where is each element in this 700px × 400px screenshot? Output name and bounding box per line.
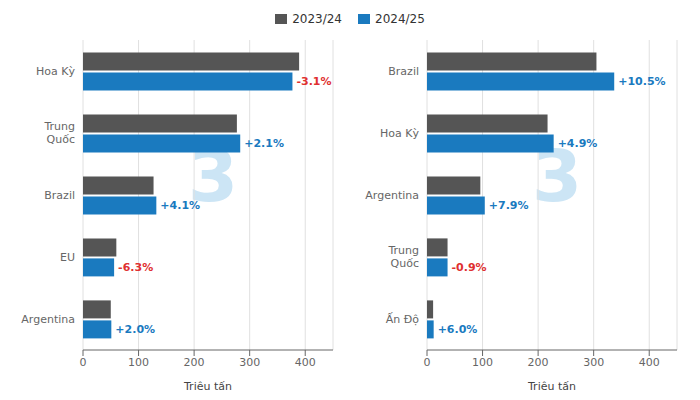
svg-text:0: 0 xyxy=(80,356,87,369)
svg-text:+6.0%: +6.0% xyxy=(438,323,478,336)
svg-text:-0.9%: -0.9% xyxy=(452,261,487,274)
svg-text:Brazil: Brazil xyxy=(44,189,75,202)
svg-text:Argentina: Argentina xyxy=(365,189,419,202)
svg-text:100: 100 xyxy=(472,356,493,369)
svg-text:300: 300 xyxy=(583,356,604,369)
svg-text:0: 0 xyxy=(424,356,431,369)
svg-text:-3.1%: -3.1% xyxy=(296,75,331,88)
svg-text:-6.3%: -6.3% xyxy=(118,261,153,274)
svg-text:+2.1%: +2.1% xyxy=(244,137,284,150)
svg-text:TrungQuốc: TrungQuốc xyxy=(387,244,419,270)
svg-text:400: 400 xyxy=(295,356,316,369)
svg-text:300: 300 xyxy=(239,356,260,369)
svg-text:+4.1%: +4.1% xyxy=(160,199,200,212)
svg-text:+10.5%: +10.5% xyxy=(618,75,665,88)
svg-text:200: 200 xyxy=(528,356,549,369)
svg-text:100: 100 xyxy=(128,356,149,369)
svg-text:EU: EU xyxy=(60,251,75,264)
svg-text:200: 200 xyxy=(184,356,205,369)
svg-text:Hoa Kỳ: Hoa Kỳ xyxy=(380,127,419,140)
svg-text:Hoa Kỳ: Hoa Kỳ xyxy=(36,65,75,78)
svg-text:Brazil: Brazil xyxy=(388,65,419,78)
svg-text:TrungQuốc: TrungQuốc xyxy=(43,120,75,146)
svg-text:+4.9%: +4.9% xyxy=(558,137,598,150)
svg-text:Triệu tấn: Triệu tấn xyxy=(527,380,576,390)
svg-text:Argentina: Argentina xyxy=(21,313,75,326)
svg-text:Triệu tấn: Triệu tấn xyxy=(183,380,232,390)
svg-text:+2.0%: +2.0% xyxy=(115,323,155,336)
svg-text:+7.9%: +7.9% xyxy=(489,199,529,212)
svg-text:Ấn Độ: Ấn Độ xyxy=(386,312,420,326)
svg-text:400: 400 xyxy=(639,356,660,369)
